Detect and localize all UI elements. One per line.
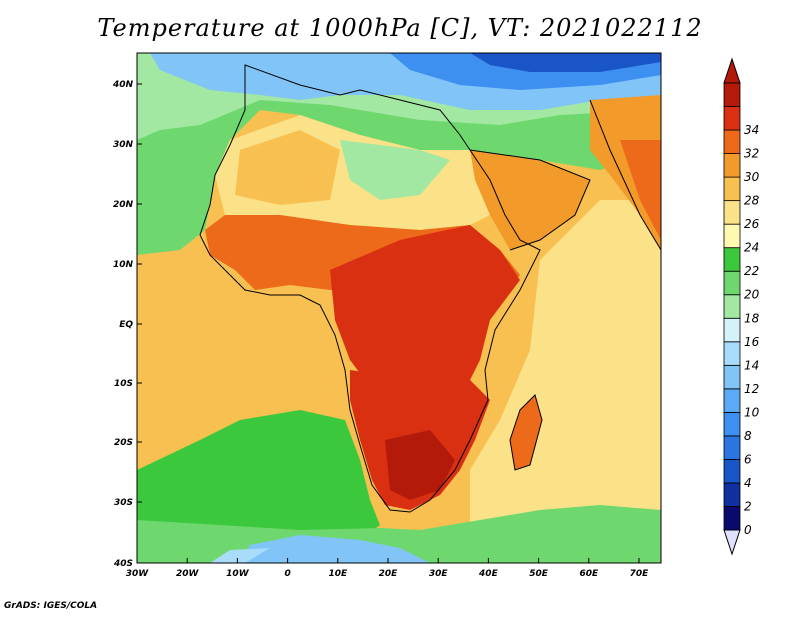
- lon-tick-label: 10W: [226, 569, 250, 579]
- sahara-orange: [235, 130, 340, 205]
- colorbar-swatch: [723, 482, 741, 507]
- colorbar-label: 20: [744, 288, 760, 302]
- lon-tick-label: 70E: [630, 569, 650, 579]
- latitude-ticks: 40N 30N 20N 10N EQ 10S 20S 30S 40S: [112, 80, 142, 569]
- map-plot-area: [136, 52, 662, 564]
- lat-tick-label: 30S: [114, 498, 133, 508]
- colorbar-label: 2: [744, 499, 752, 513]
- colorbar-swatch: [723, 317, 741, 343]
- colorbar-label: 12: [744, 382, 759, 396]
- colorbar-under-triangle: [723, 529, 741, 556]
- colorbar-label: 8: [744, 429, 752, 443]
- lon-tick-label: 30W: [126, 569, 150, 579]
- colorbar-swatch: [723, 129, 741, 154]
- lat-tick-label: 20S: [114, 438, 133, 448]
- india: [590, 95, 661, 250]
- southern-ocean-2: [210, 548, 270, 563]
- colorbar-swatch: [723, 294, 741, 319]
- lon-tick-label: 20W: [176, 569, 200, 579]
- map-frame: [136, 52, 662, 564]
- colorbar-swatch: [723, 341, 741, 366]
- southern-ocean: [240, 535, 430, 563]
- lon-tick-label: 0: [284, 569, 290, 579]
- colorbar-swatch: [723, 506, 741, 531]
- southern-africa-dark: [385, 430, 455, 500]
- colorbar-label: 26: [744, 217, 760, 231]
- lon-tick-label: 10E: [328, 569, 348, 579]
- colorbar-swatch: [723, 176, 741, 202]
- madagascar-coastline: [509, 394, 543, 471]
- ocean-indian: [470, 200, 661, 563]
- colorbar-label: 22: [744, 264, 759, 278]
- map-title: Temperature at 1000hPa [C], VT: 20210221…: [97, 14, 703, 42]
- colorbar-label: 18: [744, 311, 760, 325]
- lon-tick-label: 20E: [379, 569, 399, 579]
- colorbar-label: 4: [744, 476, 752, 490]
- colorbar-label: 32: [744, 147, 759, 161]
- central-africa: [330, 225, 520, 410]
- arabia-coastline: [469, 149, 591, 251]
- colorbar-swatch: [723, 270, 741, 296]
- colorbar-swatch: [723, 411, 741, 437]
- colorbar-swatch: [723, 435, 741, 460]
- colorbar-label: 0: [744, 523, 752, 537]
- colorbar-label: 10: [744, 405, 760, 419]
- lat-tick-label: EQ: [119, 320, 133, 330]
- lat-tick-label: 40N: [112, 80, 134, 90]
- lat-tick-label: 20N: [113, 200, 134, 210]
- colorbar-swatch: [723, 247, 741, 272]
- footer-credit: GrADS: IGES/COLA: [4, 601, 98, 611]
- europe-deeper: [470, 53, 661, 72]
- lat-tick-label: 10S: [114, 379, 133, 389]
- ocean-south-atlantic: [137, 410, 380, 545]
- colorbar-label: 16: [744, 335, 760, 349]
- colorbar-label: 34: [744, 123, 759, 137]
- india-coastline: [589, 99, 662, 251]
- colorbar-swatch: [723, 82, 741, 107]
- longitude-ticks: 30W 20W 10W 0 10E 20E 30E 40E 50E 60E 70E: [126, 558, 649, 579]
- lat-tick-label: 40S: [113, 559, 133, 569]
- colorbar-swatch: [723, 388, 741, 413]
- sahara-green: [340, 140, 450, 200]
- colorbar-swatch: [723, 106, 741, 131]
- colorbar-label: 14: [744, 358, 759, 372]
- lon-tick-label: 50E: [529, 569, 549, 579]
- colorbar-label: 24: [744, 241, 759, 255]
- lon-tick-label: 30E: [429, 569, 449, 579]
- lon-tick-label: 60E: [579, 569, 599, 579]
- colorbar-label: 30: [744, 170, 760, 184]
- arabia: [470, 150, 590, 250]
- madagascar: [510, 395, 542, 470]
- colorbar-swatch: [723, 200, 741, 225]
- colorbar-swatch: [723, 364, 741, 390]
- colorbar-label: 6: [744, 452, 752, 466]
- colorbar-swatch: [723, 223, 741, 249]
- colorbar-label: 28: [744, 194, 760, 208]
- lat-tick-label: 10N: [113, 260, 134, 270]
- africa-coastline: [199, 64, 541, 513]
- colorbar-swatch: [723, 153, 741, 178]
- india-hot: [620, 140, 661, 240]
- lon-tick-label: 40E: [478, 569, 499, 579]
- colorbar-swatch: [723, 459, 741, 484]
- colorbar-over-triangle: [723, 57, 741, 84]
- lat-tick-label: 30N: [113, 140, 134, 150]
